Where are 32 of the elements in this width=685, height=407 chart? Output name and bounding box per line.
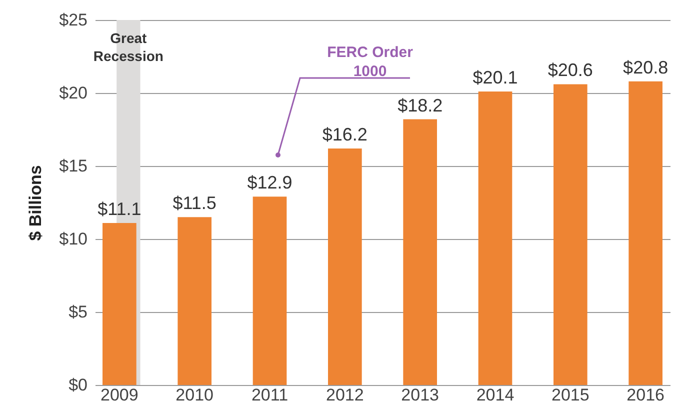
data-label: $11.5 <box>172 193 216 214</box>
y-tick-label: $0 <box>68 376 88 394</box>
band-label: Great Recession <box>93 30 164 64</box>
data-label: $12.9 <box>247 172 292 193</box>
annotation: FERC Order 1000 <box>327 44 414 80</box>
data-label: $16.2 <box>322 124 368 144</box>
y-tick-label: $10 <box>59 230 88 248</box>
x-tick-label: 2014 <box>476 386 514 404</box>
data-label: $11.1 <box>98 198 142 219</box>
bar <box>178 217 212 385</box>
y-tick-label: $15 <box>59 156 88 176</box>
x-tick-label: 2015 <box>551 386 590 404</box>
bar <box>252 196 287 385</box>
x-tick-label: 2011 <box>251 386 288 404</box>
bar <box>628 81 662 385</box>
bar <box>553 84 588 385</box>
bar <box>478 92 512 385</box>
x-tick-label: 2009 <box>100 386 138 404</box>
bar <box>403 119 437 385</box>
y-tick-label: $25 <box>59 10 88 30</box>
y-axis-title: $ Billions <box>26 165 46 241</box>
x-tick-label: 2010 <box>176 386 214 404</box>
x-tick-label: 2012 <box>326 386 364 404</box>
data-label: $20.8 <box>623 57 668 78</box>
data-label: $20.1 <box>472 68 518 88</box>
x-tick-label: 2016 <box>626 386 664 404</box>
data-label: $18.2 <box>398 95 443 116</box>
x-tick-label: 2013 <box>401 386 439 404</box>
bar <box>328 148 362 385</box>
y-tick-label: $20 <box>59 84 88 102</box>
y-tick-label: $5 <box>68 302 88 322</box>
data-label: $20.6 <box>548 60 593 80</box>
